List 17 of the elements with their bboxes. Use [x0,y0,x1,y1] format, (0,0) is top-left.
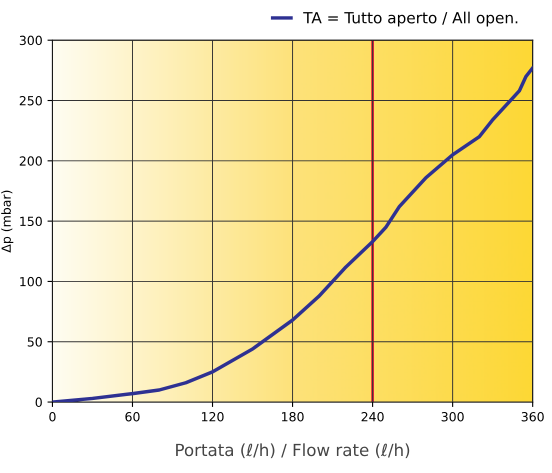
y-tick-label: 0 [36,398,42,407]
y-tick-label: 100 [20,276,42,286]
y-tick-label: 300 [20,36,42,46]
x-tick-label: 0 [49,412,56,422]
x-tick-label: 120 [202,412,224,422]
y-axis-title: Δp (mbar) [1,190,14,253]
y-tick-label: 250 [20,96,42,106]
y-tick-label: 200 [20,156,42,166]
x-tick-label: 300 [442,412,464,422]
x-tick-label: 60 [125,412,140,422]
y-tick-label: 150 [20,216,42,226]
x-tick-label: 180 [282,412,304,422]
x-tick-label: 360 [522,412,544,422]
legend-label: TA = Tutto aperto / All open. [303,12,518,26]
x-axis-title: Portata (ℓ/h) / Flow rate (ℓ/h) [176,443,410,458]
x-tick-label: 240 [362,412,384,422]
y-tick-label: 50 [28,337,42,347]
